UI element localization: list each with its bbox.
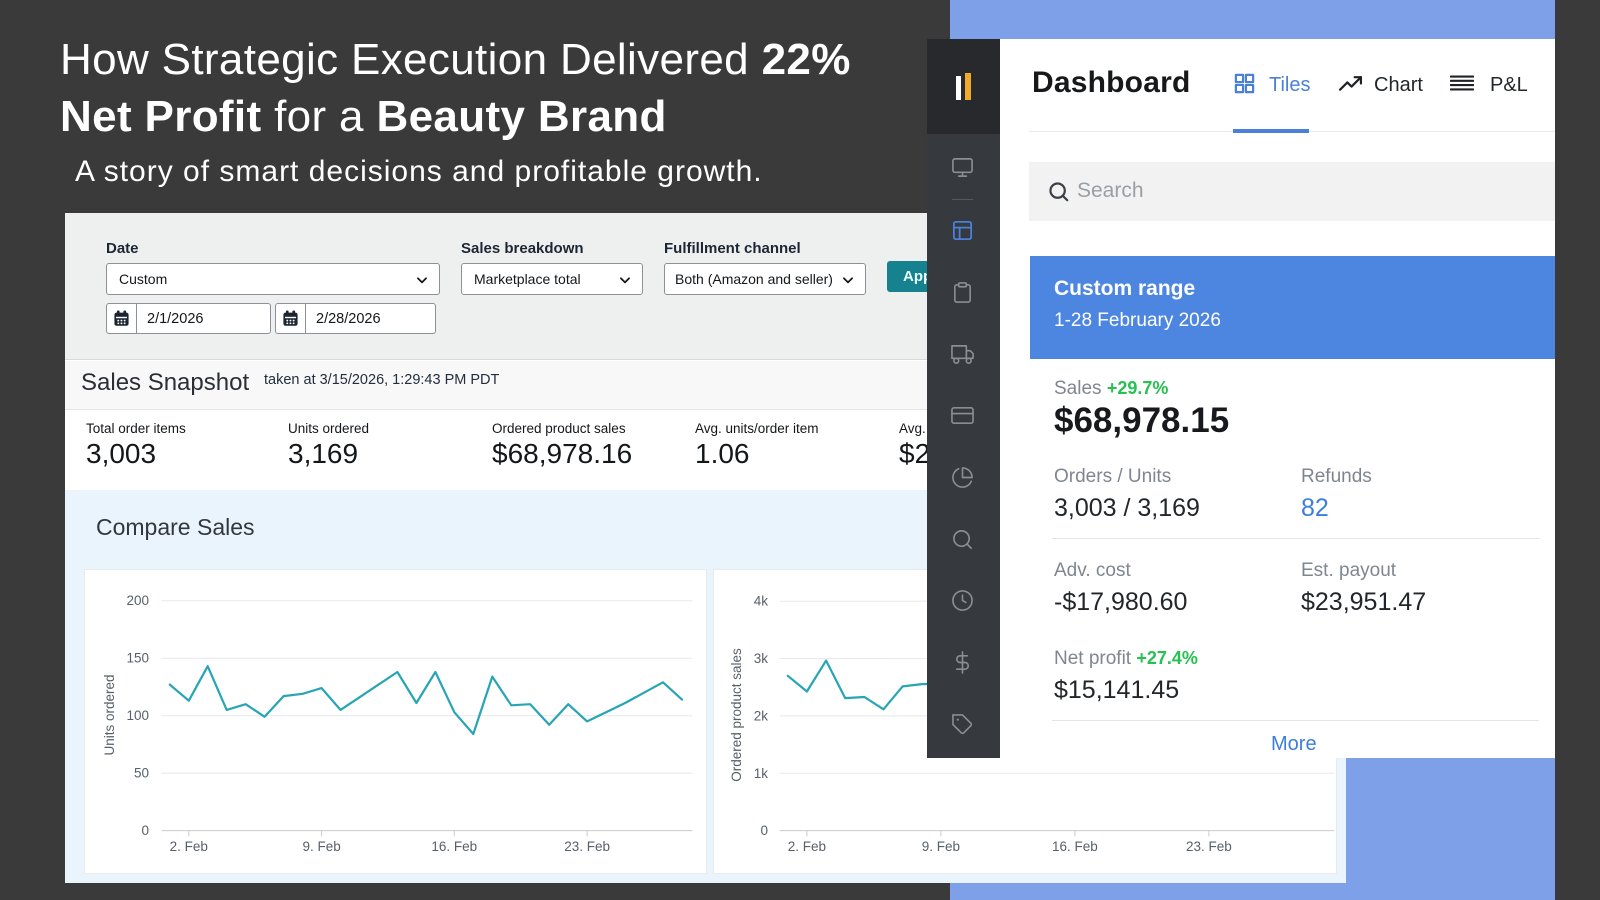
svg-text:9. Feb: 9. Feb (922, 839, 960, 854)
svg-text:9. Feb: 9. Feb (302, 839, 340, 854)
svg-text:1k: 1k (754, 766, 769, 781)
svg-text:16. Feb: 16. Feb (1052, 839, 1098, 854)
svg-text:100: 100 (126, 708, 149, 723)
svg-text:Ordered product sales: Ordered product sales (729, 648, 744, 782)
svg-text:50: 50 (134, 766, 149, 781)
svg-text:0: 0 (141, 823, 149, 838)
svg-text:0: 0 (760, 823, 768, 838)
svg-text:2k: 2k (754, 708, 769, 723)
svg-text:16. Feb: 16. Feb (431, 839, 477, 854)
svg-text:150: 150 (126, 651, 149, 666)
svg-text:200: 200 (126, 593, 149, 608)
svg-text:3k: 3k (754, 651, 769, 666)
svg-text:2. Feb: 2. Feb (788, 839, 826, 854)
svg-text:4k: 4k (754, 594, 769, 609)
svg-text:23. Feb: 23. Feb (1186, 839, 1232, 854)
svg-text:Units ordered: Units ordered (102, 674, 117, 755)
svg-text:2. Feb: 2. Feb (170, 839, 208, 854)
svg-text:23. Feb: 23. Feb (564, 839, 610, 854)
